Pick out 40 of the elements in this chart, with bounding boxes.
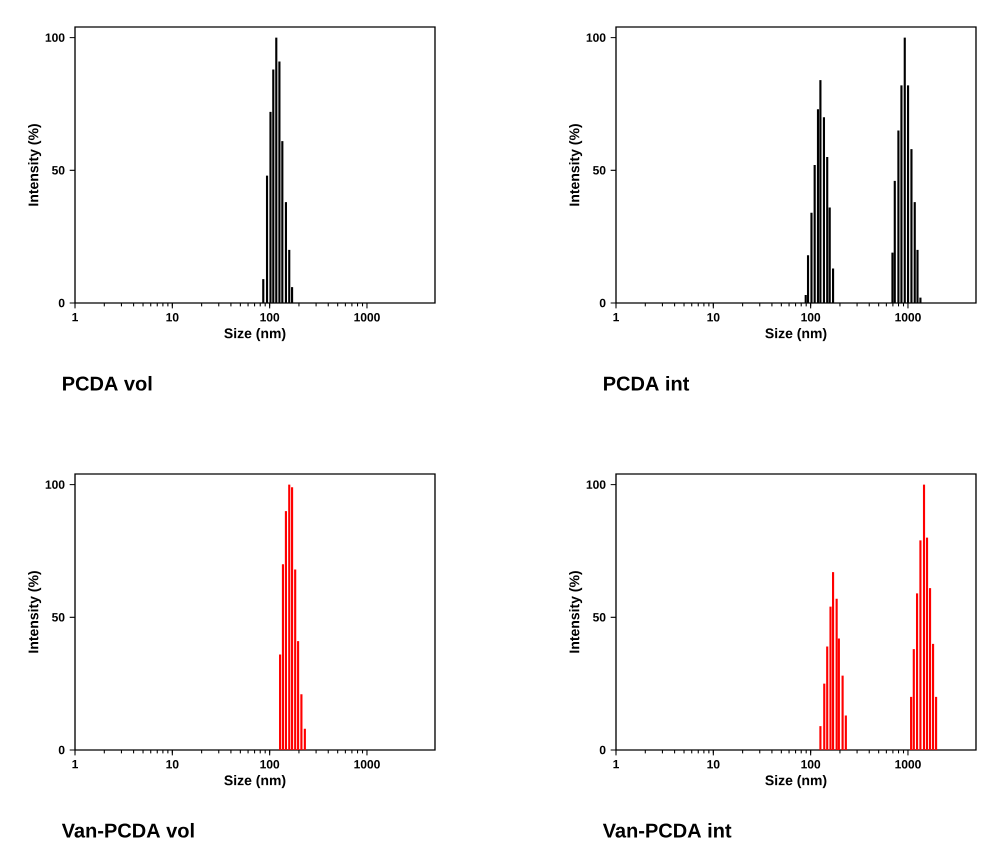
- y-axis-title: Intensity (%): [28, 124, 42, 206]
- y-tick-label: 100: [586, 33, 606, 42]
- y-tick-label: 100: [46, 480, 64, 489]
- y-tick-label: 100: [586, 480, 606, 489]
- x-axis-title: Size (nm): [224, 328, 286, 342]
- y-axis-title: Intensity (%): [28, 571, 42, 653]
- y-tick-label: 100: [46, 33, 64, 42]
- x-tick-label: 1000: [895, 760, 921, 769]
- x-tick-label: 100: [260, 313, 280, 322]
- y-tick-label: 0: [600, 298, 606, 308]
- x-tick-label: 10: [166, 313, 179, 322]
- x-tick-label: 1: [72, 760, 78, 768]
- text: Van-PCDA int: [602, 822, 732, 838]
- x-tick-label: 1: [613, 760, 619, 768]
- text: PCDA int: [604, 376, 690, 391]
- x-tick-label: 1000: [354, 313, 380, 322]
- x-tick-label: 100: [801, 760, 820, 769]
- x-axis-title: Size (nm): [224, 775, 286, 788]
- x-tick-label: 10: [707, 760, 720, 769]
- y-axis-title: Intensity (%): [569, 571, 582, 653]
- x-tick-label: 1: [72, 313, 78, 322]
- x-tick-label: 100: [801, 313, 820, 322]
- y-tick-label: 50: [52, 613, 64, 622]
- y-tick-label: 0: [58, 298, 64, 308]
- y-tick-label: 50: [52, 166, 64, 175]
- x-tick-label: 10: [707, 313, 720, 322]
- x-axis-title: Size (nm): [765, 328, 826, 342]
- y-tick-label: 50: [592, 166, 606, 175]
- y-tick-label: 0: [600, 746, 606, 754]
- x-tick-label: 1: [613, 313, 619, 322]
- text: Van-PCDA vol: [62, 822, 194, 838]
- x-tick-label: 1000: [895, 313, 921, 322]
- x-tick-label: 1000: [354, 760, 380, 769]
- y-tick-label: 50: [592, 613, 606, 622]
- x-tick-label: 10: [166, 760, 179, 769]
- x-axis-title: Size (nm): [765, 775, 826, 788]
- x-tick-label: 100: [260, 760, 280, 769]
- y-axis-title: Intensity (%): [569, 124, 582, 206]
- text: PCDA vol: [63, 376, 152, 391]
- y-tick-label: 0: [58, 746, 64, 754]
